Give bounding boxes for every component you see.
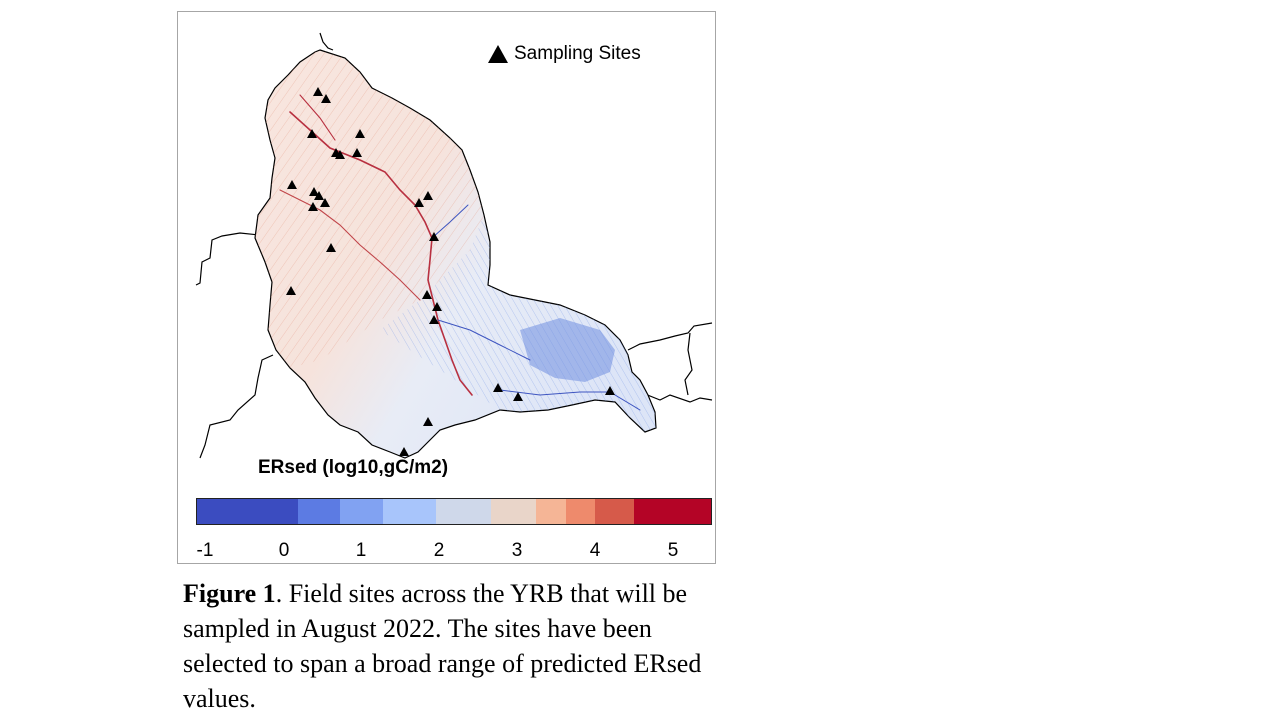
site-marker [605,386,615,395]
site-marker [513,392,523,401]
site-marker [423,191,433,200]
site-marker [355,129,365,138]
site-marker [335,150,345,159]
colorbar-segment [197,499,298,524]
figure-caption: Figure 1. Field sites across the YRB tha… [183,576,723,716]
site-marker [321,94,331,103]
legend-text: Sampling Sites [514,43,641,64]
colorbar-title: ERsed (log10,gC/m2) [258,457,449,478]
site-marker [320,198,330,207]
caption-text: . Field sites across the YRB that will b… [183,579,702,713]
site-marker [307,129,317,138]
site-marker [314,191,324,200]
site-marker [429,232,439,241]
site-marker [429,315,439,324]
triangle-icon [488,45,508,63]
map-legend: Sampling Sites [488,43,641,65]
figure-frame [177,11,716,564]
colorbar [196,498,712,525]
colorbar-segment [595,499,635,524]
colorbar-segment [565,499,596,524]
caption-label: Figure 1 [183,579,276,608]
site-marker [287,180,297,189]
site-marker [309,187,319,196]
site-marker [308,202,318,211]
colorbar-segment [383,499,437,524]
site-marker [326,243,336,252]
colorbar-segment [490,499,536,524]
colorbar-segment [340,499,384,524]
colorbar-segment [634,499,711,524]
colorbar-segment [436,499,491,524]
site-marker [313,87,323,96]
site-marker [414,198,424,207]
site-marker [286,286,296,295]
site-marker [432,302,442,311]
colorbar-segment [297,499,341,524]
site-marker [493,383,503,392]
colorbar-segment [535,499,566,524]
site-marker [423,417,433,426]
site-marker [352,148,362,157]
site-marker [422,290,432,299]
site-marker [399,447,409,456]
